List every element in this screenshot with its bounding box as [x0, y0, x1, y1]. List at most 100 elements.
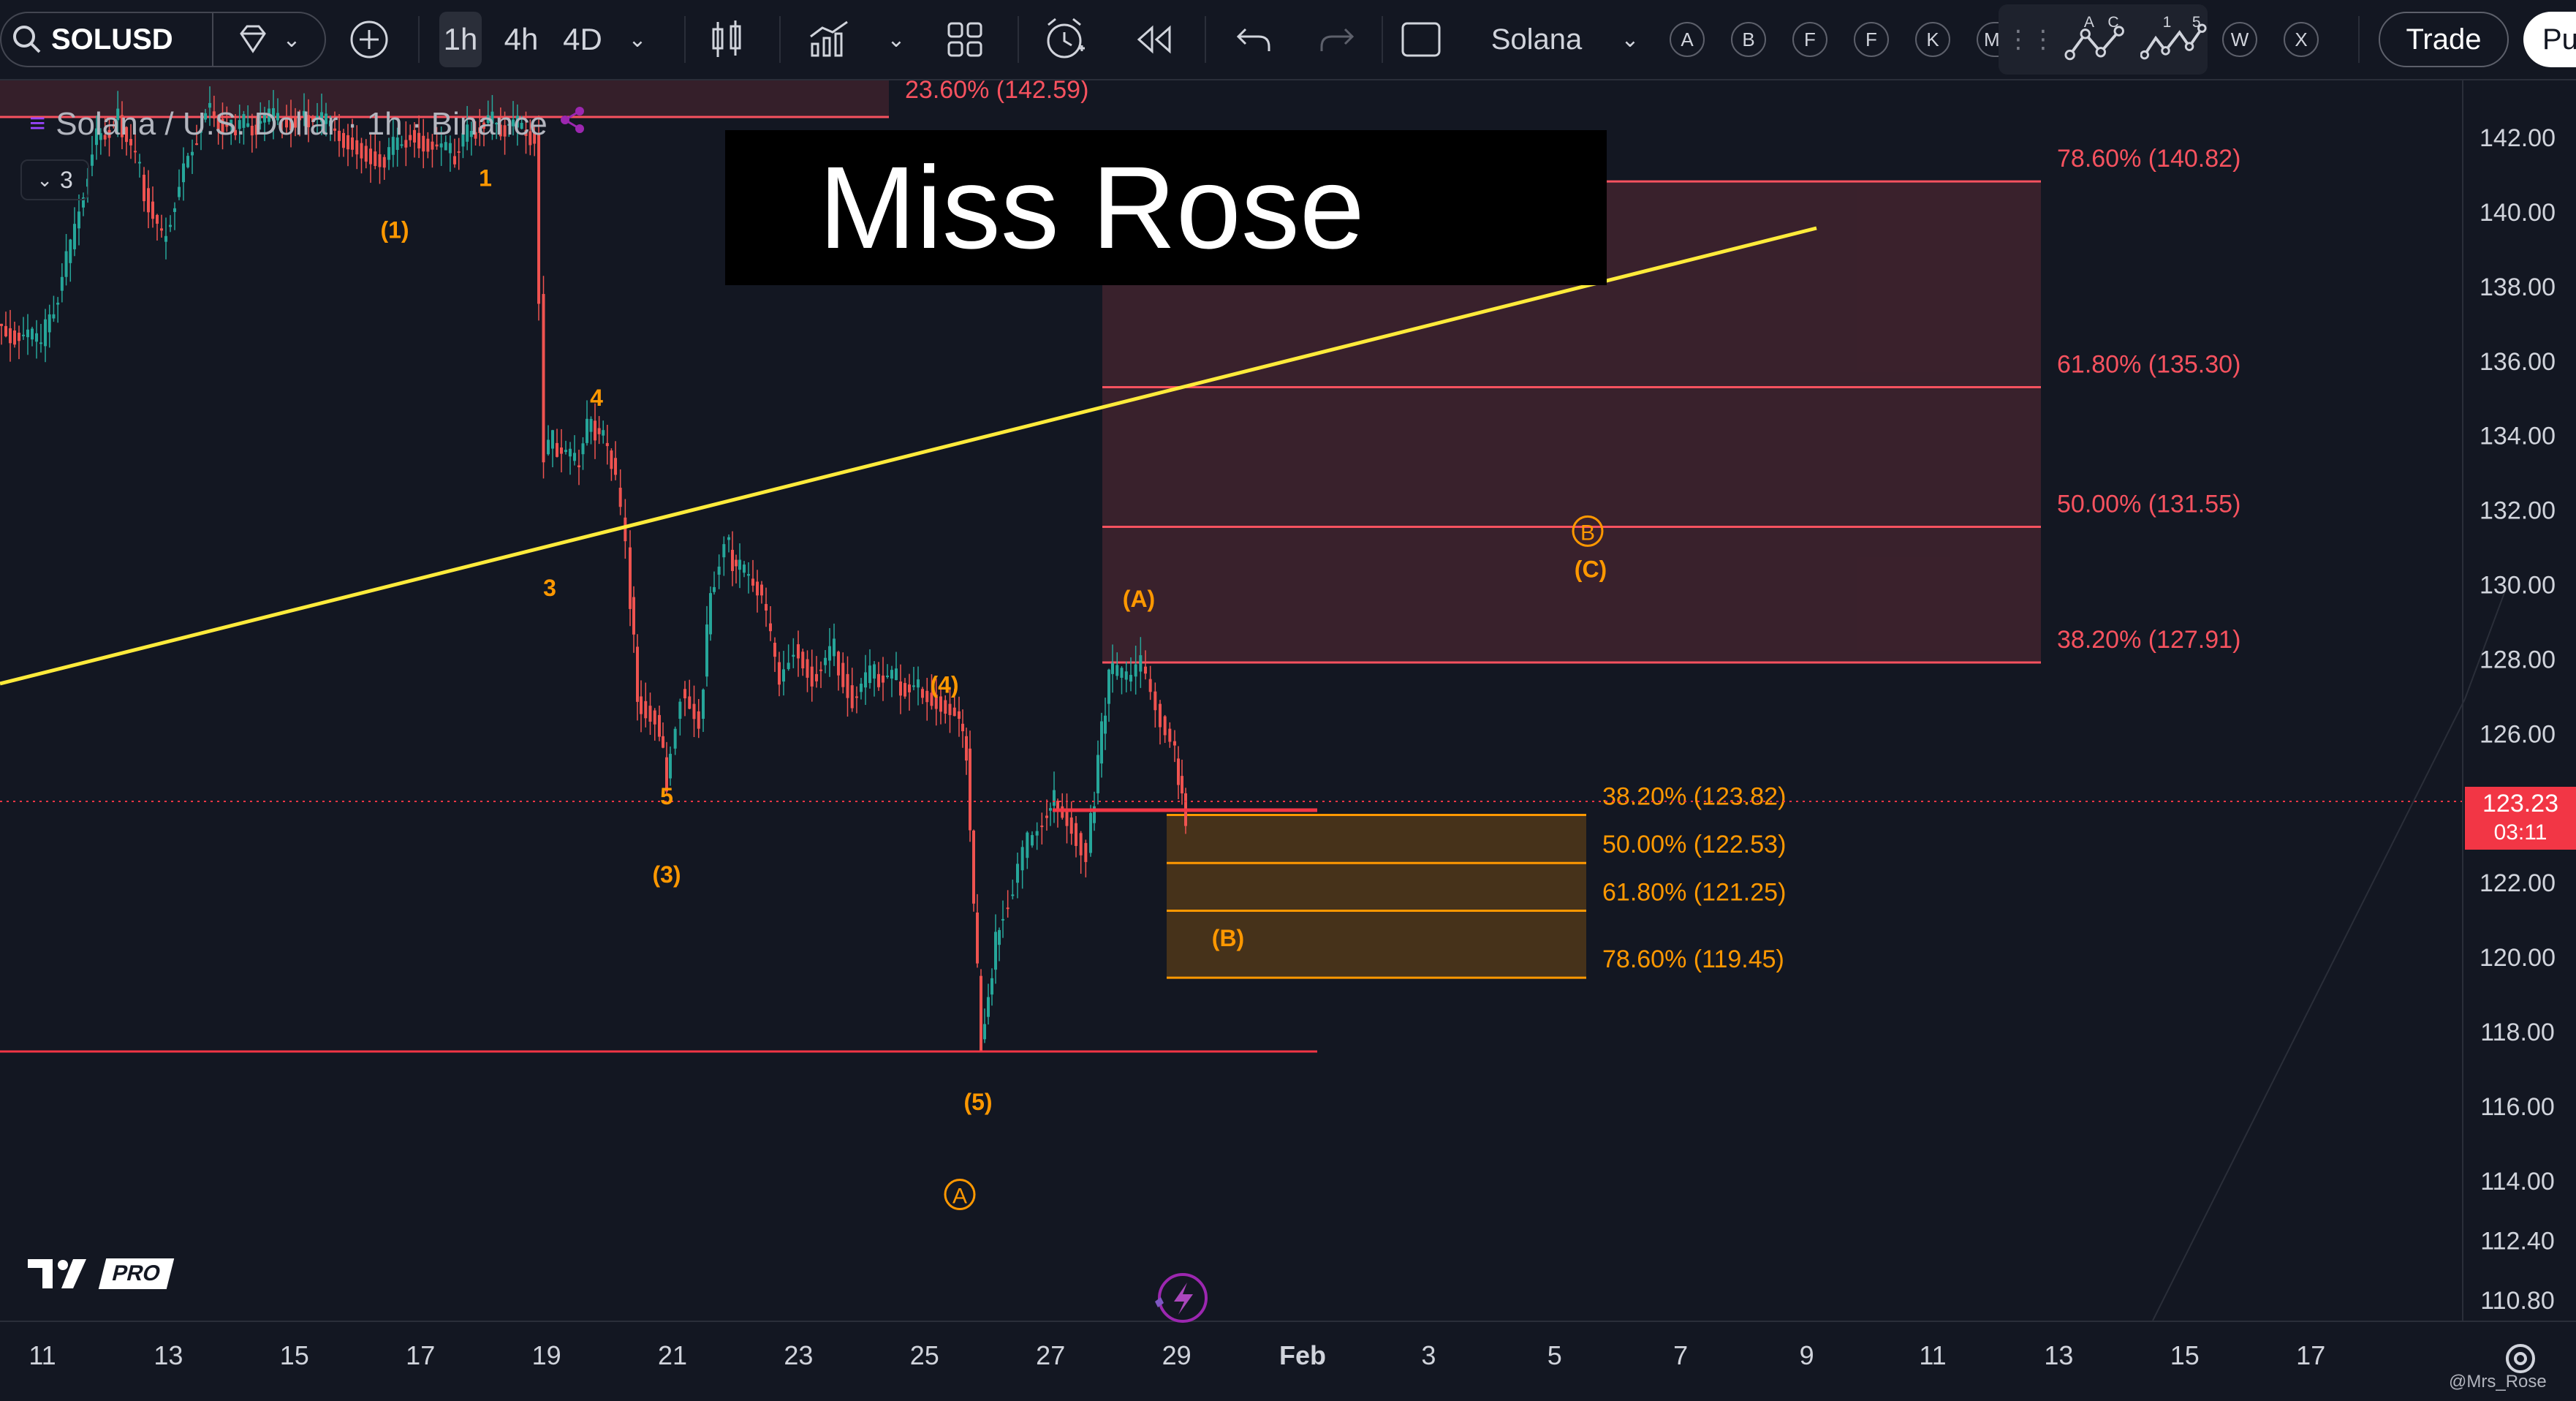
time-tick-label: 17 [406, 1340, 435, 1370]
toolbar-divider [2358, 16, 2360, 63]
candle-body [952, 707, 956, 717]
letter-button-a[interactable]: A [1670, 22, 1705, 57]
indicators-button[interactable] [803, 0, 857, 79]
alert-button[interactable] [1041, 0, 1092, 79]
wave-label: (A) [1123, 586, 1155, 612]
candle-body [640, 696, 643, 714]
symbol-search[interactable]: SOLUSD [0, 12, 212, 67]
template-selector[interactable]: Solana [1478, 0, 1595, 79]
candle-body [610, 450, 613, 469]
letter-button-b[interactable]: B [1731, 22, 1766, 57]
candle-body [69, 239, 72, 263]
candle-body [448, 143, 452, 154]
alarm-clock-icon [1047, 18, 1085, 58]
candle-body [1163, 716, 1167, 736]
letter-button-w[interactable]: W [2222, 22, 2257, 57]
trade-button[interactable]: Trade [2379, 12, 2509, 67]
indicators-dropdown[interactable]: ⌄ [882, 0, 911, 79]
candle-body [727, 537, 730, 540]
letter-button-k[interactable]: K [1915, 22, 1950, 57]
price-series [0, 86, 1187, 1051]
time-tick-label: 13 [154, 1340, 183, 1370]
indicator-toggle[interactable]: ⌄ 3 [20, 159, 89, 200]
time-tick-label: 15 [2170, 1340, 2200, 1370]
plus-circle-icon [350, 20, 388, 58]
candle-body [908, 684, 911, 692]
letter-button-f2[interactable]: F [1854, 22, 1889, 57]
candle-body [147, 188, 150, 213]
trendline[interactable] [0, 226, 1817, 686]
candle-body [797, 644, 800, 659]
diagonal-line-2[interactable] [2464, 584, 2508, 700]
candle-body [246, 123, 250, 127]
chart-legend[interactable]: ≡ Solana / U.S. Dollar · 1h · Binance [29, 105, 587, 143]
letter-button-m[interactable]: M [1977, 22, 1999, 57]
candle-body [48, 314, 51, 333]
abc-label-a: A [2084, 14, 2095, 31]
tradingview-logo[interactable]: PRO [28, 1258, 175, 1290]
gear-icon[interactable] [2500, 1338, 2541, 1383]
candle-body [594, 420, 596, 441]
elliott-abc-icon[interactable]: A C [2064, 9, 2132, 70]
publish-button[interactable]: Pu [2523, 12, 2576, 67]
candle-body [860, 684, 863, 692]
price-tick-label: 118.00 [2480, 1019, 2554, 1046]
timeframe-1h[interactable]: 1h [434, 12, 487, 67]
template-dropdown[interactable]: ⌄ [1615, 0, 1645, 79]
redo-button[interactable] [1314, 0, 1360, 79]
fullscreen-button[interactable] [1398, 0, 1444, 79]
watchlist-dropdown[interactable]: ⌄ [212, 12, 326, 67]
candle-body [125, 126, 128, 143]
candle-body [629, 547, 632, 609]
time-axis[interactable]: 11 13 15 17 19 21 23 25 27 29 Feb 3 5 7 9 11 13 15 17 [29, 1340, 2325, 1370]
candle-body [597, 428, 601, 434]
chart-type-button[interactable] [703, 0, 751, 79]
candle-body [1139, 655, 1143, 672]
candle-body [1111, 662, 1114, 674]
candle-body [268, 108, 270, 122]
impulse-label-1: 1 [2163, 14, 2172, 31]
candle-body [409, 135, 412, 140]
candle-body [400, 144, 404, 146]
share-icon[interactable] [558, 105, 587, 143]
time-tick-label: 9 [1800, 1340, 1814, 1370]
candle-body [1031, 835, 1034, 846]
timeframe-4h[interactable]: 4h [497, 0, 545, 79]
candle-body [82, 197, 85, 208]
candle-body [234, 129, 237, 135]
candle-body [417, 132, 421, 148]
wave-label: 1 [479, 165, 492, 191]
undo-button[interactable] [1231, 0, 1276, 79]
chevron-down-icon: ⌄ [37, 168, 53, 191]
lightning-icon[interactable] [1155, 1273, 1208, 1323]
candle-body [1104, 715, 1107, 734]
candle-body [474, 132, 477, 139]
replay-button[interactable] [1130, 0, 1177, 79]
candle-body [678, 701, 682, 719]
candle-body [238, 120, 241, 129]
timeframe-dropdown[interactable]: ⌄ [623, 0, 652, 79]
drawing-tools-panel[interactable]: ⋮⋮ A C 1 5 [1999, 4, 2208, 75]
drag-handle-icon[interactable]: ⋮⋮ [2006, 26, 2056, 53]
time-tick-label: 19 [532, 1340, 561, 1370]
candle-body [846, 673, 849, 698]
solana-logo-icon: ≡ [29, 108, 46, 139]
candle-body [156, 215, 159, 224]
letter-button-f1[interactable]: F [1792, 22, 1827, 57]
elliott-impulse-icon[interactable]: 1 5 [2140, 9, 2208, 70]
candle-body [547, 439, 550, 455]
candle-body [191, 151, 194, 156]
diagonal-line[interactable] [2152, 698, 2466, 1321]
candle-body [961, 723, 964, 732]
letter-button-x[interactable]: X [2284, 22, 2319, 57]
layouts-button[interactable] [943, 0, 987, 79]
timeframe-4d[interactable]: 4D [556, 0, 610, 79]
candle-body [873, 664, 876, 679]
add-symbol-button[interactable] [346, 0, 392, 79]
candle-body [688, 696, 692, 709]
candle-body [512, 119, 515, 126]
candle-body [722, 544, 726, 558]
candle-body [895, 668, 898, 680]
wave-label: A [952, 1185, 967, 1209]
candle-body [56, 302, 60, 305]
